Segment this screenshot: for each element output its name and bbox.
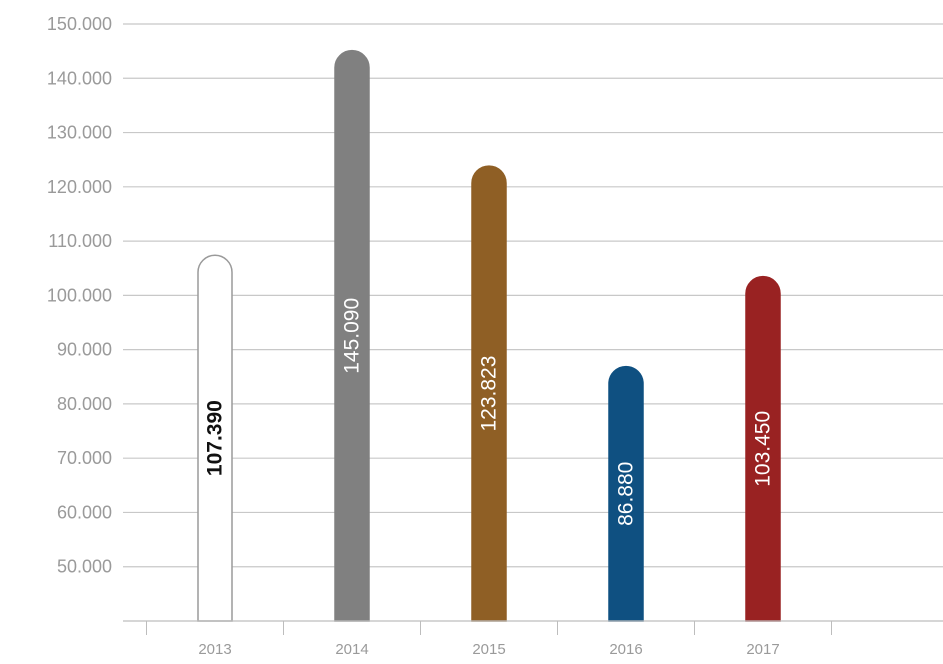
bar-value-label: 86.880 [615,462,638,526]
y-axis-ticks: 50.000 60.000 70.000 80.000 90.000 100.000 110… [47,14,112,577]
bar-2013 [197,254,233,622]
gridlines [123,23,943,568]
bar-value-label: 145.090 [341,298,364,374]
x-axis: 2013 2014 2015 2016 2017 [123,620,943,658]
y-tick-label: 140.000 [47,68,112,88]
bars: 107.390 145.090 123.823 86.880 103.450 [197,49,781,622]
y-tick-label: 70.000 [57,448,112,468]
y-tick-label: 110.000 [48,231,112,251]
bar-value-label: 107.390 [204,400,227,476]
x-tick-label: 2015 [472,641,505,658]
bar-2017 [745,275,781,622]
bar-value-label: 123.823 [478,356,501,432]
bar-2015 [471,165,507,622]
y-tick-label: 80.000 [57,394,112,414]
y-tick-label: 100.000 [47,285,112,305]
bar-2014 [334,49,370,622]
y-tick-label: 60.000 [57,502,112,522]
y-tick-label: 150.000 [47,14,112,34]
y-tick-label: 120.000 [47,177,112,197]
x-tick-label: 2017 [746,641,779,658]
y-tick-label: 90.000 [57,340,112,360]
x-tick-label: 2014 [335,641,368,658]
x-tick-label: 2016 [609,641,642,658]
bar-2016 [608,365,644,622]
y-tick-label: 50.000 [57,557,112,577]
y-tick-label: 130.000 [47,123,112,143]
x-tick-label: 2013 [198,641,231,658]
bar-value-label: 103.450 [752,411,775,487]
